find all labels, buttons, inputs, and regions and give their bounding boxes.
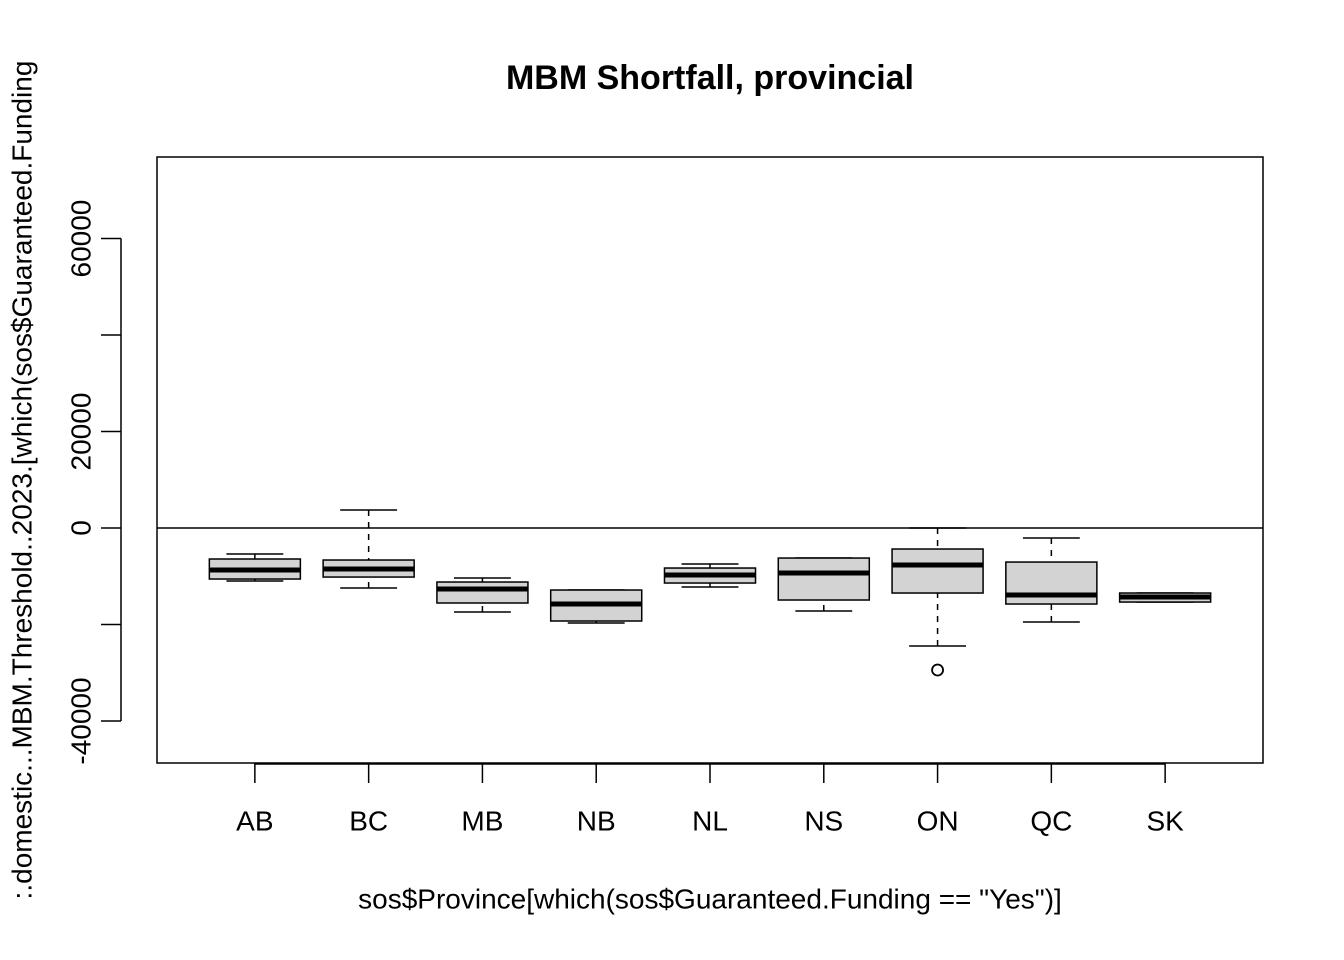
y-tick-label: 20000 <box>65 393 96 471</box>
plot-frame <box>156 156 1264 764</box>
x-tick-label: MB <box>461 805 503 836</box>
x-tick-label: ON <box>917 805 959 836</box>
x-tick-label: AB <box>236 805 273 836</box>
y-axis-label: :.domestic...MBM.Threshold..2023.[which(… <box>6 61 37 900</box>
outlier <box>931 663 944 677</box>
box <box>1005 561 1098 605</box>
y-tick-label: 60000 <box>65 200 96 278</box>
x-tick-label: NS <box>804 805 843 836</box>
x-axis-label: sos$Province[which(sos$Guaranteed.Fundin… <box>358 883 1062 914</box>
box <box>891 548 984 594</box>
y-tick-label: 0 <box>65 520 96 536</box>
x-tick-label: SK <box>1146 805 1184 836</box>
x-tick-label: NB <box>577 805 616 836</box>
box <box>436 581 529 604</box>
x-tick-label: NL <box>692 805 728 836</box>
y-tick-label: -40000 <box>65 677 96 764</box>
box <box>777 557 871 601</box>
chart-title: MBM Shortfall, provincial <box>506 59 914 97</box>
x-tick-label: BC <box>349 805 388 836</box>
x-tick-label: QC <box>1030 805 1072 836</box>
